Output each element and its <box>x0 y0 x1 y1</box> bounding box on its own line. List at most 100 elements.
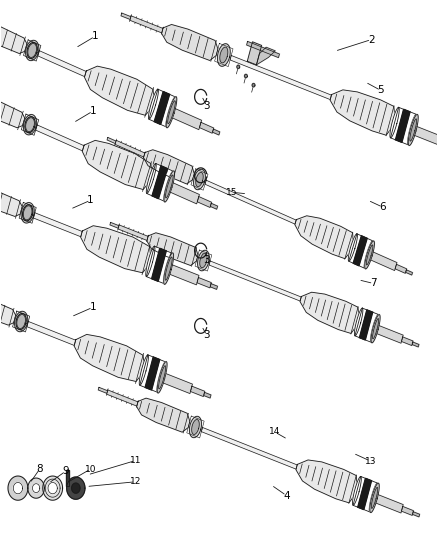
Polygon shape <box>159 366 166 389</box>
Polygon shape <box>166 175 173 198</box>
Polygon shape <box>35 125 84 151</box>
Polygon shape <box>38 51 86 77</box>
Polygon shape <box>8 476 28 500</box>
Polygon shape <box>21 203 34 223</box>
Polygon shape <box>33 213 82 237</box>
Polygon shape <box>217 44 230 66</box>
Polygon shape <box>139 355 148 385</box>
Polygon shape <box>21 114 39 135</box>
Polygon shape <box>43 476 63 500</box>
Polygon shape <box>74 334 145 382</box>
Polygon shape <box>163 374 192 393</box>
Polygon shape <box>166 97 176 127</box>
Text: 10: 10 <box>85 465 96 473</box>
Polygon shape <box>166 96 177 128</box>
Polygon shape <box>366 245 373 265</box>
Polygon shape <box>220 47 228 63</box>
Polygon shape <box>146 246 155 277</box>
Polygon shape <box>164 253 173 285</box>
Polygon shape <box>14 311 28 332</box>
Polygon shape <box>163 253 173 284</box>
Polygon shape <box>121 13 131 19</box>
Polygon shape <box>358 478 371 510</box>
Polygon shape <box>191 386 205 397</box>
Polygon shape <box>164 171 175 202</box>
Polygon shape <box>152 248 166 281</box>
Polygon shape <box>0 181 22 216</box>
Polygon shape <box>199 123 214 133</box>
Polygon shape <box>412 342 419 347</box>
Polygon shape <box>81 225 151 273</box>
Polygon shape <box>195 250 212 271</box>
Polygon shape <box>408 115 417 145</box>
Polygon shape <box>148 89 159 119</box>
Polygon shape <box>72 483 80 493</box>
Polygon shape <box>197 278 211 288</box>
Text: 1: 1 <box>87 195 94 205</box>
Text: 7: 7 <box>370 278 377 288</box>
Polygon shape <box>406 270 413 275</box>
Polygon shape <box>0 17 27 53</box>
Polygon shape <box>355 308 378 342</box>
Polygon shape <box>215 43 233 67</box>
Polygon shape <box>353 236 367 266</box>
Polygon shape <box>28 478 44 498</box>
Polygon shape <box>107 138 116 143</box>
Polygon shape <box>210 284 218 289</box>
Polygon shape <box>85 66 154 115</box>
Polygon shape <box>145 357 160 390</box>
Polygon shape <box>149 89 175 127</box>
Polygon shape <box>0 290 16 325</box>
Polygon shape <box>197 197 212 207</box>
Polygon shape <box>157 361 167 393</box>
Polygon shape <box>152 166 167 199</box>
Text: 3: 3 <box>204 255 210 265</box>
Polygon shape <box>140 355 165 392</box>
Polygon shape <box>247 42 261 65</box>
Polygon shape <box>162 25 218 60</box>
Text: 8: 8 <box>36 464 43 474</box>
Polygon shape <box>376 325 403 343</box>
Polygon shape <box>110 222 119 228</box>
Polygon shape <box>98 387 108 393</box>
Polygon shape <box>164 171 173 201</box>
Polygon shape <box>27 321 76 345</box>
Polygon shape <box>154 92 170 124</box>
Polygon shape <box>147 164 173 201</box>
Polygon shape <box>19 203 36 223</box>
Polygon shape <box>349 234 372 268</box>
Polygon shape <box>395 264 406 273</box>
Polygon shape <box>168 101 175 124</box>
Polygon shape <box>402 506 413 515</box>
Text: 1: 1 <box>89 302 96 312</box>
Polygon shape <box>371 487 378 508</box>
Polygon shape <box>295 216 353 259</box>
Polygon shape <box>32 484 40 492</box>
Polygon shape <box>244 74 247 78</box>
Polygon shape <box>210 203 218 209</box>
Polygon shape <box>348 234 357 261</box>
Polygon shape <box>66 470 69 486</box>
Polygon shape <box>67 477 85 499</box>
Polygon shape <box>375 495 403 513</box>
Text: 13: 13 <box>365 457 376 466</box>
Polygon shape <box>413 512 420 517</box>
Polygon shape <box>191 169 208 190</box>
Polygon shape <box>205 180 296 224</box>
Polygon shape <box>23 115 37 135</box>
Polygon shape <box>13 311 30 332</box>
Polygon shape <box>187 416 204 438</box>
Polygon shape <box>28 44 36 58</box>
Polygon shape <box>17 314 25 328</box>
Polygon shape <box>209 261 301 301</box>
Text: 4: 4 <box>283 490 290 500</box>
Polygon shape <box>410 119 417 141</box>
Polygon shape <box>364 241 373 268</box>
Polygon shape <box>204 392 211 398</box>
Polygon shape <box>25 41 39 61</box>
Polygon shape <box>118 225 148 240</box>
Polygon shape <box>192 419 199 434</box>
Text: 11: 11 <box>130 456 141 465</box>
Text: 9: 9 <box>63 466 69 476</box>
Polygon shape <box>170 183 199 204</box>
